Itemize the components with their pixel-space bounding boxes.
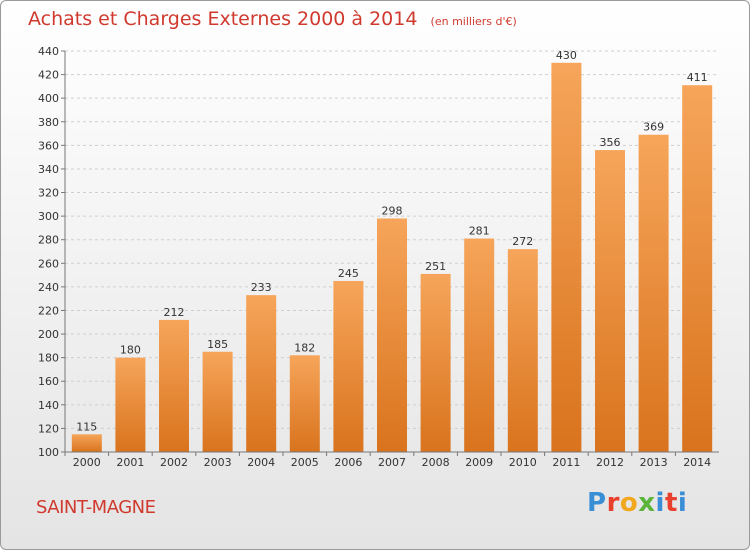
y-tick-label: 140 [38,399,59,412]
x-tick-label-2005: 2005 [291,456,319,469]
bar-2003 [202,351,233,452]
x-tick-label-2008: 2008 [422,456,450,469]
data-label-2008: 251 [425,260,446,273]
bar-2006 [333,280,364,452]
bar-2005 [289,355,320,452]
y-tick-label: 380 [38,116,59,129]
y-tick-label: 180 [38,352,59,365]
y-tick-label: 160 [38,375,59,388]
data-label-2005: 182 [294,341,315,354]
logo-letter: i [655,488,665,518]
x-tick-label-2012: 2012 [596,456,624,469]
bar-2000 [71,434,102,452]
bar-2014 [682,85,713,452]
title-block: Achats et Charges Externes 2000 à 2014 (… [28,8,517,30]
bar-2008 [420,273,451,452]
y-tick-label: 200 [38,328,59,341]
x-tick-label-2009: 2009 [465,456,493,469]
y-tick-label: 420 [38,69,59,82]
data-label-2011: 430 [556,49,577,62]
x-tick-label-2000: 2000 [73,456,101,469]
x-tick-label-2003: 2003 [204,456,232,469]
data-label-2002: 212 [164,306,185,319]
y-tick-label: 120 [38,422,59,435]
bar-2001 [115,357,146,452]
y-tick-label: 360 [38,139,59,152]
bar-2012 [595,150,625,452]
y-tick-label: 400 [38,92,59,105]
y-tick-label: 240 [38,281,59,294]
data-label-2000: 115 [76,420,97,433]
bar-2009 [464,238,495,452]
bar-2013 [638,134,669,453]
x-tick-label-2011: 2011 [552,456,580,469]
y-tick-label: 260 [38,257,59,270]
data-label-2010: 272 [512,235,533,248]
logo-letter: P [587,488,607,518]
chart-unit: (en milliers d'€) [430,15,517,28]
x-tick-label-2002: 2002 [160,456,188,469]
x-tick-label-2014: 2014 [683,456,711,469]
x-tick-label-2010: 2010 [509,456,537,469]
chart-title: Achats et Charges Externes 2000 à 2014 [28,8,418,30]
x-tick-label-2004: 2004 [247,456,275,469]
bar-2011 [551,62,582,452]
x-tick-label-2013: 2013 [640,456,668,469]
bar-2002 [159,319,189,452]
y-tick-label: 300 [38,210,59,223]
data-label-2009: 281 [469,225,490,238]
x-tick-label-2001: 2001 [116,456,144,469]
data-label-2006: 245 [338,267,359,280]
x-tick-label-2007: 2007 [378,456,406,469]
y-tick-label: 440 [38,45,59,58]
logo-letter: t [664,488,678,518]
bar-layer: 115 180 212 185 233 182 245 298 251 281 272 430 356 3… [71,49,713,453]
logo-letter: r [606,488,620,518]
data-label-2003: 185 [207,338,228,351]
axis-layer: 100 120 140 160 180 200 220 240 260 280 300 320 340 3… [38,45,719,469]
y-tick-label: 340 [38,163,59,176]
bar-2007 [377,218,407,452]
logo-letter: x [638,488,656,518]
x-tick-label-2006: 2006 [334,456,362,469]
data-label-2012: 356 [600,136,621,149]
commune-name: SAINT-MAGNE [36,497,156,518]
data-label-2007: 298 [382,204,403,217]
logo-letter: i [677,488,688,518]
y-tick-label: 320 [38,187,59,200]
data-label-2001: 180 [120,344,141,357]
data-label-2013: 369 [643,121,664,134]
data-label-2014: 411 [687,71,708,84]
bar-2010 [507,249,538,452]
proxiti-logo: Proxiti [587,488,687,518]
y-tick-label: 280 [38,234,59,247]
logo-letter: o [619,488,639,518]
y-tick-label: 100 [38,446,59,459]
bar-2004 [246,295,277,452]
y-tick-label: 220 [38,304,59,317]
data-label-2004: 233 [251,281,272,294]
